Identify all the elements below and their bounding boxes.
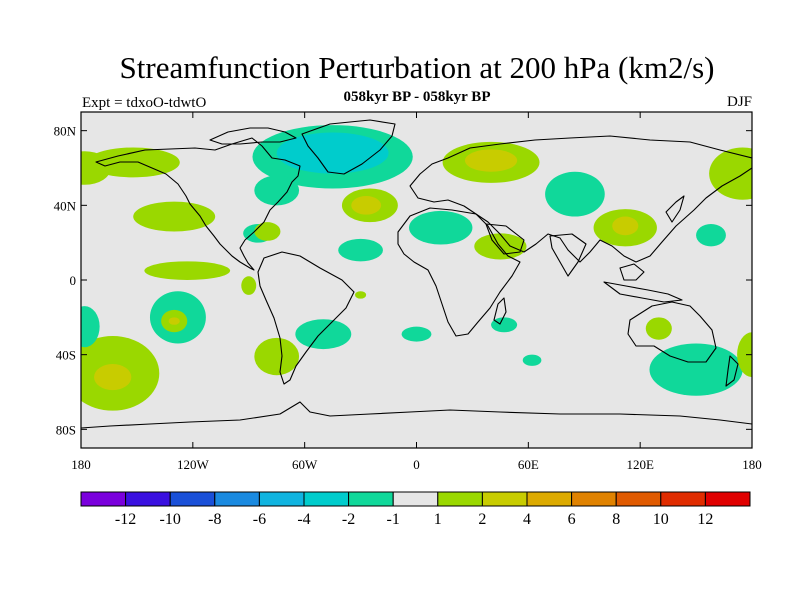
colorbar-label: -12 — [115, 511, 136, 528]
map-background — [81, 112, 752, 448]
colorbar-label: -2 — [342, 511, 355, 528]
coastline-greenland — [301, 119, 396, 175]
x-axis-ticks: 180 120W 60W 0 60E 120E 180 — [71, 112, 762, 472]
contour-region-pos-australia — [645, 317, 672, 340]
y-axis-ticks: 80N 40N 0 40S 80S — [54, 124, 752, 437]
colorbar-swatch — [125, 491, 171, 507]
coastline-eurasia — [409, 135, 752, 263]
contour-region-neg-indian-south — [522, 354, 542, 366]
colorbar-swatch — [481, 491, 528, 507]
colorbar-label: 6 — [568, 511, 576, 528]
colorbar-swatch — [704, 491, 751, 507]
contour-region-pos-s-pacific-2-core — [94, 364, 132, 391]
contour-region-pos-n-nam-east — [133, 201, 216, 232]
colorbar: -12 -10 -8 -6 -4 -2 -1 1 2 4 6 8 10 12 — [80, 491, 751, 528]
contour-region-pos-n-atlantic-west-nam-2 — [81, 151, 111, 185]
x-tick-label: 120E — [626, 457, 654, 472]
y-tick-label: 80S — [56, 422, 76, 437]
y-tick-label: 0 — [70, 273, 77, 288]
contour-region-pos-s-atlantic — [354, 291, 367, 299]
x-tick-label: 180 — [71, 457, 91, 472]
contour-region-pos-gulf — [254, 222, 281, 241]
contour-region-pos-europe-core — [464, 149, 518, 172]
coastline-new-zealand — [725, 355, 739, 387]
coastline-africa — [397, 207, 521, 337]
contour-region-neg-n-africa — [409, 210, 473, 245]
colorbar-label: -10 — [160, 511, 181, 528]
coastline-arctic-islands — [209, 127, 297, 145]
x-tick-label: 0 — [413, 457, 420, 472]
contour-region-pos-s-america-west — [241, 276, 257, 295]
coastlines — [81, 119, 752, 429]
colorbar-label: 2 — [478, 511, 486, 528]
colorbar-swatch — [526, 491, 573, 507]
coastline-north-america — [95, 137, 301, 271]
contour-region-neg-s-atlantic-2 — [401, 326, 432, 342]
coastline-india — [549, 233, 587, 277]
colorbar-swatch — [571, 491, 617, 507]
coastline-antarctica — [81, 401, 752, 429]
colorbar-swatch — [660, 491, 706, 507]
colorbar-label: -6 — [253, 511, 266, 528]
y-tick-label: 80N — [54, 124, 77, 139]
coastline-borneo — [619, 263, 645, 281]
colorbar-label: 12 — [697, 511, 713, 528]
colorbar-swatch — [214, 491, 260, 507]
y-tick-label: 40S — [56, 348, 76, 363]
x-tick-label: 120W — [177, 457, 210, 472]
contour-region-pos-nz-east — [737, 332, 752, 378]
colorbar-label: 8 — [612, 511, 620, 528]
coastline-australia — [627, 301, 717, 363]
colorbar-label: -8 — [208, 511, 221, 528]
colorbar-swatch — [348, 491, 394, 507]
x-tick-label: 180 — [742, 457, 762, 472]
contour-region-neg-madagascar — [491, 317, 518, 333]
coastline-madagascar — [493, 297, 507, 325]
colorbar-swatch — [303, 491, 350, 507]
contour-region-pos-s-pacific-core — [168, 317, 180, 325]
x-tick-label: 60E — [518, 457, 539, 472]
chart-title: Streamfunction Perturbation at 200 hPa (… — [119, 50, 715, 85]
contour-region-neg-greenland-core — [276, 132, 389, 174]
contour-regions — [81, 125, 752, 411]
y-tick-label: 40N — [54, 198, 77, 213]
colorbar-label: 4 — [523, 511, 531, 528]
contour-region-neg-w-pacific — [696, 224, 726, 247]
colorbar-label: 10 — [653, 511, 669, 528]
contour-region-pos-s-pacific-4 — [254, 337, 300, 376]
experiment-label: Expt = tdxoO-tdwtO — [82, 95, 207, 111]
season-label: DJF — [726, 94, 752, 110]
colorbar-swatch — [392, 491, 439, 507]
x-tick-label: 60W — [292, 457, 318, 472]
contour-region-pos-china-core — [612, 216, 639, 236]
coastline-indonesia — [603, 281, 683, 303]
contour-region-pos-e-pacific-trop — [144, 261, 231, 280]
colorbar-label: 1 — [434, 511, 442, 528]
colorbar-swatch — [437, 491, 483, 507]
colorbar-swatch — [258, 491, 305, 507]
coastline-arabia — [485, 223, 525, 255]
colorbar-label: -4 — [297, 511, 310, 528]
contour-region-neg-s-pacific-3 — [81, 306, 100, 348]
contour-region-neg-asia-north — [545, 171, 605, 217]
contour-region-neg-n-atlantic-w — [254, 175, 300, 206]
colorbar-swatch — [169, 491, 216, 507]
chart-subtitle: 058kyr BP - 058kyr BP — [343, 89, 491, 105]
colorbar-swatch — [615, 491, 662, 507]
coastline-south-america — [257, 251, 355, 385]
colorbar-label: -1 — [387, 511, 400, 528]
contour-region-pos-ne-pacific — [709, 147, 752, 200]
contour-region-neg-s-america-east — [295, 319, 352, 350]
contour-region-neg-atlantic-trop — [338, 238, 383, 262]
colorbar-swatch — [80, 491, 127, 507]
coastline-japan — [665, 195, 685, 223]
contour-region-pos-n-atlantic-mid-core — [351, 196, 382, 215]
